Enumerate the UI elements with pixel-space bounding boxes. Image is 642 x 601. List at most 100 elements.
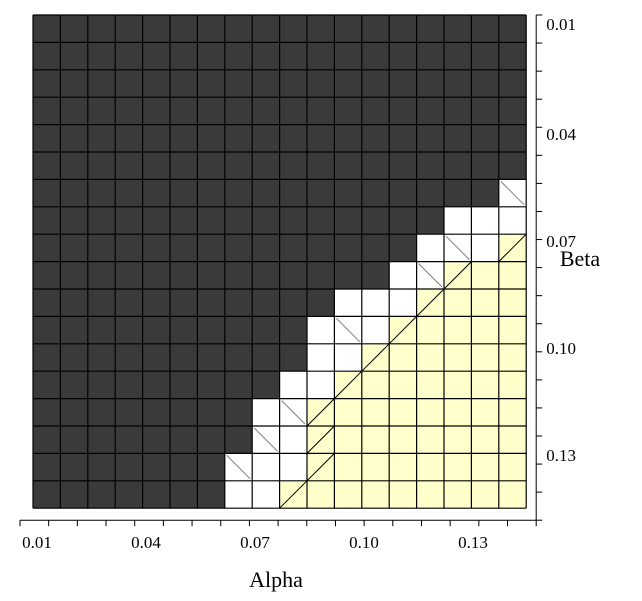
heatmap-cell [87,15,116,43]
heatmap-cell [170,234,198,262]
heatmap-cell [416,371,445,399]
heatmap-cell [170,398,198,427]
heatmap-cell [197,15,226,43]
heatmap-cell [361,426,390,454]
heatmap-cell [279,289,308,317]
heatmap-cell [444,42,472,71]
heatmap-cell [334,97,363,125]
heatmap-cell [307,97,335,125]
heatmap-cell [197,97,226,125]
heatmap-cell [361,234,390,262]
heatmap-cell [279,97,308,125]
heatmap-cell [224,261,253,290]
heatmap-cell [389,234,417,262]
heatmap-cell [471,261,500,290]
heatmap-cell [498,261,527,290]
boundary-diagonal [306,453,335,482]
heatmap-cell [142,480,171,509]
heatmap-cell [416,124,445,153]
heatmap-cell [87,453,116,482]
heatmap-cell [444,453,472,482]
heatmap-cell [87,289,116,317]
heatmap-cell [170,316,198,345]
heatmap-cell [170,69,198,98]
heatmap-cell [170,15,198,43]
heatmap-cell [197,69,226,98]
y-tick-label: 0.04 [546,125,576,144]
heatmap-cell [170,42,198,71]
heatmap-cell [87,398,116,427]
boundary-diagonal [306,398,335,427]
heatmap-cell [416,179,445,208]
heatmap-cell [60,15,89,43]
heatmap-cell [60,69,89,98]
heatmap-cell [307,343,335,372]
heatmap-cell [33,371,61,399]
heatmap-cell [252,398,280,427]
heatmap-cell [224,152,253,180]
heatmap-cell [498,15,527,43]
heatmap-cell [33,316,61,345]
heatmap-cell [33,453,61,482]
heatmap-cell [498,97,527,125]
heatmap-cell [33,179,61,208]
heatmap-cell [307,179,335,208]
boundary-diagonal [361,343,390,372]
heatmap-cell [142,15,171,43]
y-axis-title: Beta [560,246,601,271]
heatmap-cell [389,343,417,372]
heatmap-cell [416,343,445,372]
x-tick-label: 0.04 [131,533,161,552]
heatmap-cell [60,97,89,125]
heatmap-cell [279,426,308,454]
heatmap-cell [416,69,445,98]
heatmap-cell [416,206,445,235]
heatmap-cell [444,398,472,427]
heatmap-cell [252,97,280,125]
heatmap-cell [389,371,417,399]
heatmap-cell [416,453,445,482]
heatmap-cell [197,371,226,399]
heatmap-cell [197,343,226,372]
heatmap-cell [471,426,500,454]
heatmap-cell [389,152,417,180]
heatmap-cell [115,371,143,399]
heatmap-cell [471,206,500,235]
heatmap-cell [334,398,363,427]
heatmap-cell [87,152,116,180]
heatmap-cell [60,206,89,235]
boundary-diagonal [388,316,417,345]
heatmap-cell [334,261,363,290]
heatmap-cell [33,42,61,71]
heatmap-cell [170,97,198,125]
heatmap-cell [361,453,390,482]
heatmap-cell [361,289,390,317]
heatmap-cell [170,480,198,509]
heatmap-cell [361,124,390,153]
heatmap-cell [252,15,280,43]
heatmap-cell [307,371,335,399]
heatmap-cell [170,179,198,208]
heatmap-cell [33,261,61,290]
heatmap-cell [361,398,390,427]
heatmap-cell [170,426,198,454]
heatmap-cell [307,261,335,290]
heatmap-cell [115,398,143,427]
heatmap-cell [252,152,280,180]
heatmap-cell [60,234,89,262]
heatmap-cell [142,97,171,125]
heatmap-cell [389,124,417,153]
diagonal-marker [445,235,470,260]
heatmap-cell [60,152,89,180]
heatmap-cell [87,124,116,153]
heatmap-cell [115,343,143,372]
heatmap-cell [498,480,527,509]
heatmap-cell [33,343,61,372]
heatmap-cell [87,97,116,125]
heatmap-cell [60,179,89,208]
x-axis-title: Alpha [249,567,303,592]
heatmap-cell [87,179,116,208]
heatmap-cell [115,480,143,509]
heatmap-cell [87,480,116,509]
heatmap-cell [416,316,445,345]
